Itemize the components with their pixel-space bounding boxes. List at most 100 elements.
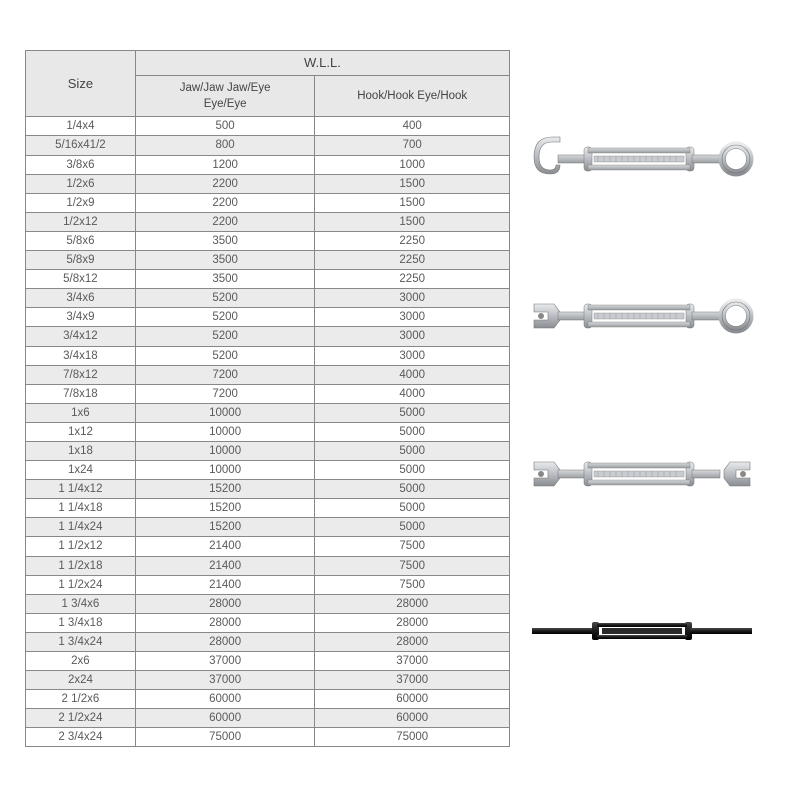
turnbuckle-stub-stub-icon <box>522 591 762 671</box>
table-row: 5/8x635002250 <box>26 231 510 250</box>
table-cell: 28000 <box>315 613 510 632</box>
table-cell: 60000 <box>315 709 510 728</box>
table-cell: 2x6 <box>26 652 136 671</box>
table-cell: 500 <box>135 117 315 136</box>
spec-table: Size W.L.L. Jaw/Jaw Jaw/Eye Eye/Eye Hook… <box>25 50 510 747</box>
table-cell: 37000 <box>315 671 510 690</box>
table-cell: 400 <box>315 117 510 136</box>
table-cell: 1 1/4x18 <box>26 499 136 518</box>
table-cell: 28000 <box>135 632 315 651</box>
product-images-column <box>522 50 775 770</box>
table-row: 3/4x1852003000 <box>26 346 510 365</box>
table-cell: 5/16x41/2 <box>26 136 136 155</box>
turnbuckle-jaw-jaw-icon <box>522 434 762 514</box>
table-cell: 1 1/4x12 <box>26 480 136 499</box>
table-row: 1 3/4x182800028000 <box>26 613 510 632</box>
table-cell: 800 <box>135 136 315 155</box>
table-cell: 5000 <box>315 499 510 518</box>
table-row: 1/2x1222001500 <box>26 212 510 231</box>
table-cell: 2 3/4x24 <box>26 728 136 747</box>
table-cell: 21400 <box>135 575 315 594</box>
table-row: 1x12100005000 <box>26 422 510 441</box>
table-cell: 4000 <box>315 365 510 384</box>
table-cell: 2 1/2x24 <box>26 709 136 728</box>
table-cell: 15200 <box>135 480 315 499</box>
table-cell: 5000 <box>315 480 510 499</box>
table-cell: 3/4x18 <box>26 346 136 365</box>
table-cell: 3000 <box>315 289 510 308</box>
table-cell: 4000 <box>315 384 510 403</box>
table-cell: 5000 <box>315 518 510 537</box>
table-cell: 60000 <box>135 690 315 709</box>
table-cell: 1x12 <box>26 422 136 441</box>
table-cell: 5200 <box>135 327 315 346</box>
table-cell: 5000 <box>315 422 510 441</box>
header-size: Size <box>26 51 136 117</box>
table-row: 3/4x1252003000 <box>26 327 510 346</box>
table-row: 7/8x1872004000 <box>26 384 510 403</box>
table-cell: 3500 <box>135 231 315 250</box>
table-row: 1/4x4500400 <box>26 117 510 136</box>
table-cell: 28000 <box>315 632 510 651</box>
table-cell: 2250 <box>315 270 510 289</box>
table-row: 1/2x922001500 <box>26 193 510 212</box>
table-cell: 10000 <box>135 461 315 480</box>
table-cell: 1 1/2x24 <box>26 575 136 594</box>
table-row: 2x63700037000 <box>26 652 510 671</box>
table-row: 1x6100005000 <box>26 403 510 422</box>
table-row: 2x243700037000 <box>26 671 510 690</box>
table-row: 1 1/2x18214007500 <box>26 556 510 575</box>
table-cell: 1500 <box>315 212 510 231</box>
table-cell: 60000 <box>135 709 315 728</box>
table-cell: 75000 <box>315 728 510 747</box>
table-cell: 10000 <box>135 441 315 460</box>
table-cell: 3/4x9 <box>26 308 136 327</box>
table-cell: 28000 <box>135 613 315 632</box>
header-wll: W.L.L. <box>135 51 509 76</box>
table-row: 5/8x935002250 <box>26 251 510 270</box>
table-cell: 2200 <box>135 212 315 231</box>
table-row: 1 1/4x18152005000 <box>26 499 510 518</box>
table-cell: 5/8x12 <box>26 270 136 289</box>
table-cell: 1500 <box>315 193 510 212</box>
table-cell: 7500 <box>315 556 510 575</box>
table-cell: 3000 <box>315 346 510 365</box>
sub-header-jaw: Jaw/Jaw Jaw/Eye Eye/Eye <box>135 76 315 117</box>
table-cell: 3000 <box>315 327 510 346</box>
table-cell: 3/8x6 <box>26 155 136 174</box>
table-cell: 700 <box>315 136 510 155</box>
table-cell: 5/8x6 <box>26 231 136 250</box>
table-cell: 1x18 <box>26 441 136 460</box>
turnbuckle-jaw-eye-icon <box>522 276 762 356</box>
table-cell: 1x6 <box>26 403 136 422</box>
table-cell: 15200 <box>135 499 315 518</box>
table-cell: 1 3/4x18 <box>26 613 136 632</box>
table-cell: 15200 <box>135 518 315 537</box>
table-row: 1 1/2x12214007500 <box>26 537 510 556</box>
table-row: 5/8x1235002250 <box>26 270 510 289</box>
table-cell: 2250 <box>315 251 510 270</box>
table-cell: 75000 <box>135 728 315 747</box>
table-cell: 1000 <box>315 155 510 174</box>
table-cell: 28000 <box>135 594 315 613</box>
table-cell: 7500 <box>315 575 510 594</box>
table-cell: 5/8x9 <box>26 251 136 270</box>
table-cell: 7/8x12 <box>26 365 136 384</box>
table-cell: 37000 <box>315 652 510 671</box>
table-cell: 1 3/4x24 <box>26 632 136 651</box>
table-cell: 2 1/2x6 <box>26 690 136 709</box>
table-cell: 2250 <box>315 231 510 250</box>
table-cell: 1 1/4x24 <box>26 518 136 537</box>
table-cell: 21400 <box>135 537 315 556</box>
table-cell: 1 1/2x12 <box>26 537 136 556</box>
table-row: 2 1/2x66000060000 <box>26 690 510 709</box>
table-cell: 1/4x4 <box>26 117 136 136</box>
table-row: 1x24100005000 <box>26 461 510 480</box>
table-cell: 3500 <box>135 251 315 270</box>
table-cell: 5200 <box>135 289 315 308</box>
table-row: 1x18100005000 <box>26 441 510 460</box>
table-row: 3/8x612001000 <box>26 155 510 174</box>
turnbuckle-hook-eye-icon <box>522 119 762 199</box>
table-cell: 2200 <box>135 193 315 212</box>
table-cell: 2x24 <box>26 671 136 690</box>
